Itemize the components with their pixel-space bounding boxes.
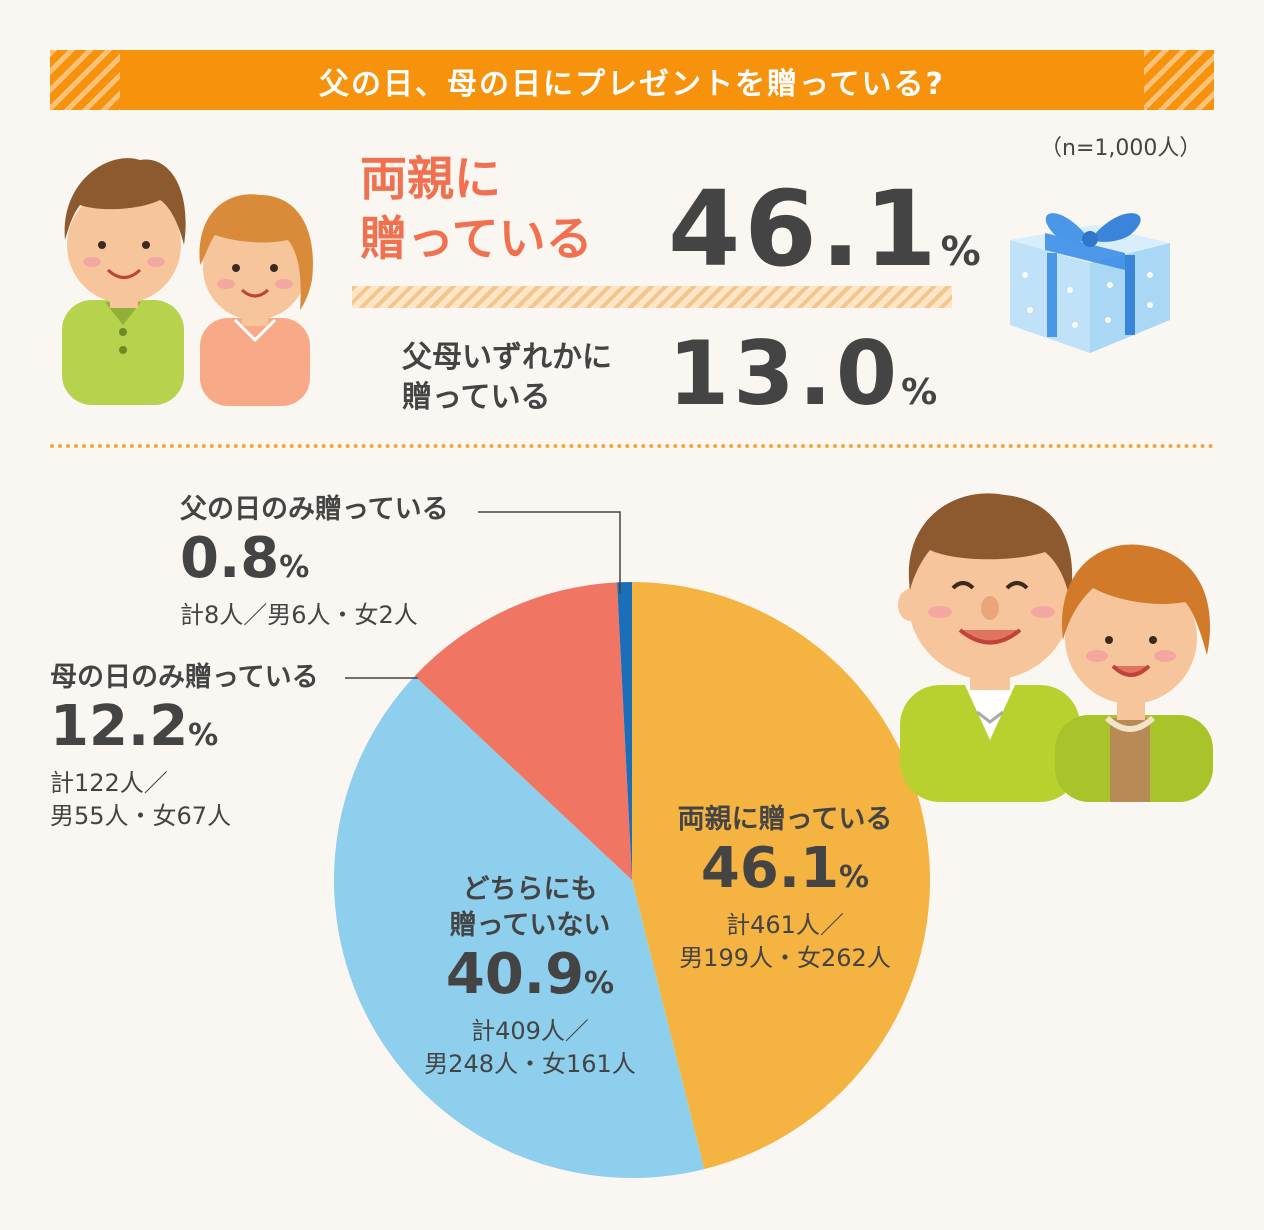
both-slice-name: 両親に贈っている bbox=[677, 804, 893, 835]
both-slice-count-2: 男199人・女262人 bbox=[679, 944, 891, 972]
father-only-count: 計8人／男6人・女2人 bbox=[180, 601, 418, 629]
both-slice-unit: % bbox=[839, 860, 870, 895]
hatched-divider bbox=[352, 286, 952, 308]
both-label-line2: 贈っている bbox=[360, 212, 593, 267]
either-label-line2: 贈っている bbox=[402, 380, 551, 415]
label-mother-only: 母の日のみ贈っている 12.2% 計122人／ 男55人・女67人 bbox=[50, 660, 319, 833]
dotted-divider bbox=[50, 444, 1214, 448]
either-parent-value: 13.0% bbox=[668, 322, 937, 425]
slice-father-only bbox=[617, 582, 632, 880]
mother-only-name: 母の日のみ贈っている bbox=[50, 662, 319, 693]
slice-neither bbox=[333, 676, 705, 1179]
both-slice-value: 46.1 bbox=[700, 836, 840, 901]
older-couple-illustration bbox=[898, 493, 1213, 802]
banner-stripes-right bbox=[1144, 50, 1214, 110]
both-label-line1: 両親に bbox=[360, 152, 501, 207]
father-only-unit: % bbox=[279, 550, 310, 585]
either-value-unit: % bbox=[901, 372, 938, 413]
neither-value: 40.9 bbox=[445, 942, 585, 1007]
sample-size: （n=1,000人） bbox=[1040, 136, 1202, 161]
neither-count-1: 計409人／ bbox=[471, 1017, 589, 1045]
mother-only-count-1: 計122人／ bbox=[50, 769, 168, 797]
mother-only-value: 12.2 bbox=[50, 694, 189, 759]
either-label-line1: 父母いずれかに bbox=[402, 340, 612, 375]
slice-both-parents bbox=[632, 582, 931, 1170]
neither-name-1: どちらにも bbox=[462, 874, 598, 905]
father-only-name: 父の日のみ贈っている bbox=[180, 494, 449, 525]
label-neither: どちらにも 贈っていない 40.9% 計409人／ 男248人・女161人 bbox=[405, 872, 655, 1081]
neither-unit: % bbox=[584, 966, 615, 1001]
mother-only-count-2: 男55人・女67人 bbox=[50, 802, 232, 830]
neither-name-2: 贈っていない bbox=[449, 910, 611, 941]
both-parents-label: 両親に 贈っている bbox=[360, 150, 593, 270]
leader-line-father-only bbox=[478, 511, 621, 594]
neither-count-2: 男248人・女161人 bbox=[424, 1050, 636, 1078]
young-couple-illustration bbox=[62, 158, 313, 406]
both-parents-value: 46.1% bbox=[668, 168, 981, 290]
both-value-number: 46.1 bbox=[668, 168, 941, 290]
gift-box-illustration bbox=[1010, 213, 1170, 353]
label-father-only: 父の日のみ贈っている 0.8% 計8人／男6人・女2人 bbox=[180, 492, 449, 632]
father-only-value: 0.8 bbox=[180, 526, 280, 591]
banner-stripes-left bbox=[50, 50, 120, 110]
slice-mother-only bbox=[414, 582, 632, 880]
mother-only-unit: % bbox=[188, 718, 219, 753]
page-title: 父の日、母の日にプレゼントを贈っている? bbox=[319, 67, 945, 102]
both-value-unit: % bbox=[940, 229, 981, 275]
title-banner: 父の日、母の日にプレゼントを贈っている? bbox=[50, 50, 1214, 110]
either-parent-label: 父母いずれかに 贈っている bbox=[402, 338, 612, 418]
either-value-number: 13.0 bbox=[668, 322, 902, 425]
both-slice-count-1: 計461人／ bbox=[726, 911, 844, 939]
label-both-parents: 両親に贈っている 46.1% 計461人／ 男199人・女262人 bbox=[660, 802, 910, 975]
